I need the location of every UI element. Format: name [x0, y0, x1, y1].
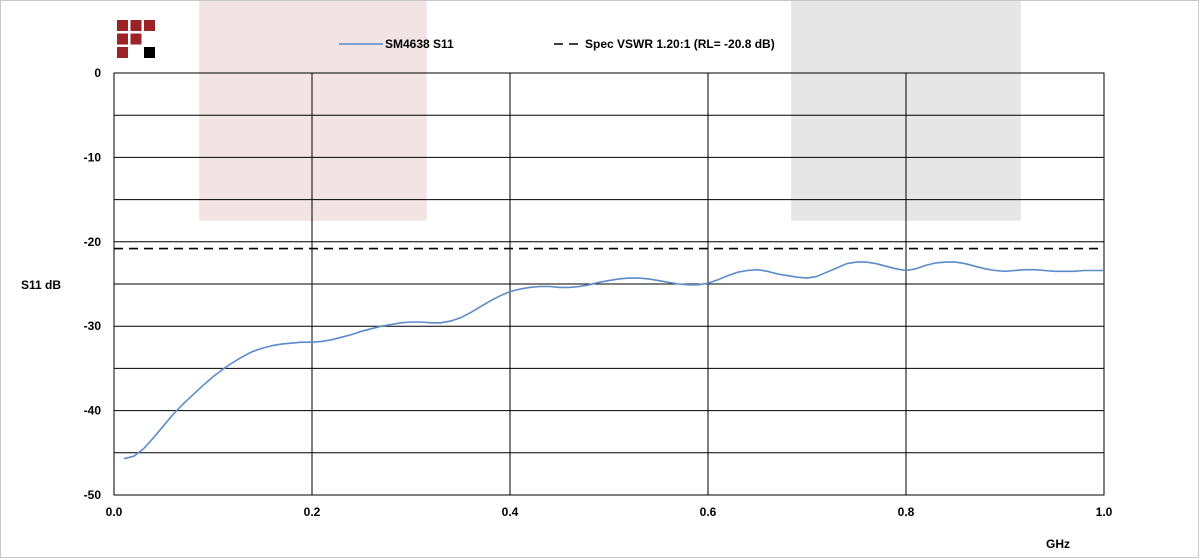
y-tick-label: -30 [84, 319, 102, 333]
x-tick-label: 0.8 [898, 505, 915, 519]
y-tick-label: 0 [94, 66, 101, 80]
x-tick-label: 0.0 [106, 505, 123, 519]
logo-square-3 [117, 33, 128, 45]
logo-square-6 [144, 47, 155, 58]
logo-square-4 [130, 33, 142, 45]
series-group [114, 247, 1104, 460]
logo-square-0 [117, 20, 128, 31]
x-tick-label: 0.6 [700, 505, 717, 519]
legend-label-s11: SM4638 S11 [385, 37, 454, 51]
x-tick-label: 0.4 [502, 505, 519, 519]
x-tick-label: 1.0 [1096, 505, 1113, 519]
logo-square-5 [117, 47, 128, 58]
x-axis-title: GHz [1046, 537, 1070, 551]
logo-square-1 [130, 20, 142, 31]
x-tick-labels: 0.0 0.2 0.4 0.6 0.8 1.0 [106, 505, 1113, 519]
legend: SM4638 S11 Spec VSWR 1.20:1 (RL= -20.8 d… [339, 37, 775, 51]
y-axis-title: S11 dB [21, 278, 61, 292]
company-logo-icon [117, 20, 155, 58]
y-tick-label: -50 [84, 488, 102, 502]
y-tick-labels: 0 -10 -20 -30 -40 -50 [84, 66, 102, 502]
y-tick-label: -10 [84, 150, 102, 164]
x-tick-label: 0.2 [304, 505, 321, 519]
y-tick-label: -40 [84, 404, 102, 418]
plot-area-border [113, 72, 1105, 496]
highlight-bands [199, 1, 1021, 221]
series-line-s11 [123, 261, 1104, 460]
y-tick-label: -20 [84, 235, 102, 249]
logo-square-2 [144, 20, 155, 31]
highlight-band-0 [199, 1, 427, 221]
legend-label-spec: Spec VSWR 1.20:1 (RL= -20.8 dB) [585, 37, 775, 51]
